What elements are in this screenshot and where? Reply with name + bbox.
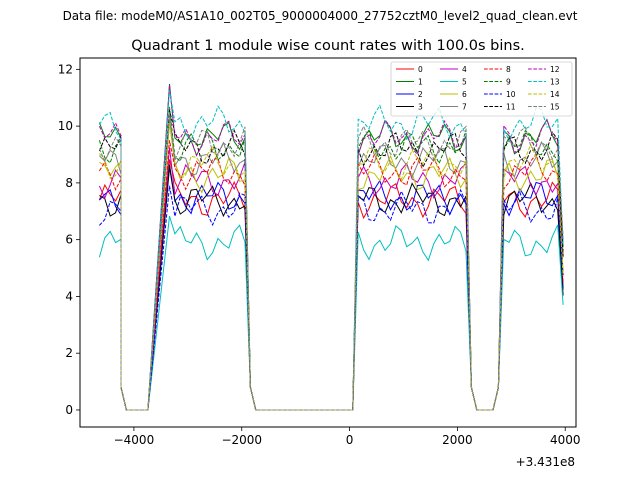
- x-tick-label: 4000: [550, 433, 581, 447]
- series-line-0: [98, 159, 564, 411]
- legend-label-1: 1: [418, 78, 423, 87]
- x-tick-label: 2000: [442, 433, 473, 447]
- y-tick-label: 12: [58, 62, 73, 76]
- legend-label-2: 2: [418, 90, 423, 99]
- y-tick-label: 4: [65, 289, 73, 303]
- y-tick-label: 8: [65, 176, 73, 190]
- series-line-5: [98, 215, 564, 411]
- legend-label-7: 7: [462, 103, 467, 112]
- x-tick-label: 0: [346, 433, 354, 447]
- y-tick-label: 2: [65, 346, 73, 360]
- series-line-8: [98, 140, 564, 411]
- x-tick-label: −2000: [221, 433, 262, 447]
- legend-label-6: 6: [462, 90, 467, 99]
- x-axis: −4000 −2000 0 2000 4000: [114, 427, 581, 447]
- figure-suptitle: Data file: modeM0/AS1A10_002T05_90000040…: [63, 9, 578, 23]
- chart-title: Quadrant 1 module wise count rates with …: [131, 38, 525, 54]
- series-line-3: [99, 164, 564, 411]
- series-line-11: [98, 110, 564, 411]
- legend-label-9: 9: [506, 78, 511, 87]
- legend-label-12: 12: [550, 65, 560, 74]
- series-line-2: [99, 167, 564, 411]
- series-layer: [98, 83, 564, 411]
- series-line-15: [98, 112, 564, 411]
- legend-label-0: 0: [418, 65, 423, 74]
- legend-label-8: 8: [506, 65, 511, 74]
- series-line-4: [98, 147, 564, 411]
- y-tick-label: 6: [65, 233, 73, 247]
- legend-label-3: 3: [418, 103, 423, 112]
- y-axis: 0 2 4 6 8 10 12: [58, 62, 80, 417]
- legend-label-11: 11: [506, 103, 516, 112]
- legend-box: [390, 61, 573, 117]
- legend-label-10: 10: [506, 90, 516, 99]
- legend-label-14: 14: [550, 90, 560, 99]
- legend-label-5: 5: [462, 78, 467, 87]
- plot-frame: [79, 57, 577, 428]
- y-tick-label: 10: [58, 119, 73, 133]
- x-tick-label: −4000: [114, 433, 155, 447]
- series-line-13: [98, 90, 564, 411]
- legend-label-13: 13: [550, 78, 560, 87]
- legend-label-15: 15: [550, 103, 560, 112]
- y-tick-label: 0: [65, 403, 73, 417]
- legend-label-4: 4: [462, 65, 467, 74]
- x-offset-label: +3.431e8: [516, 455, 575, 469]
